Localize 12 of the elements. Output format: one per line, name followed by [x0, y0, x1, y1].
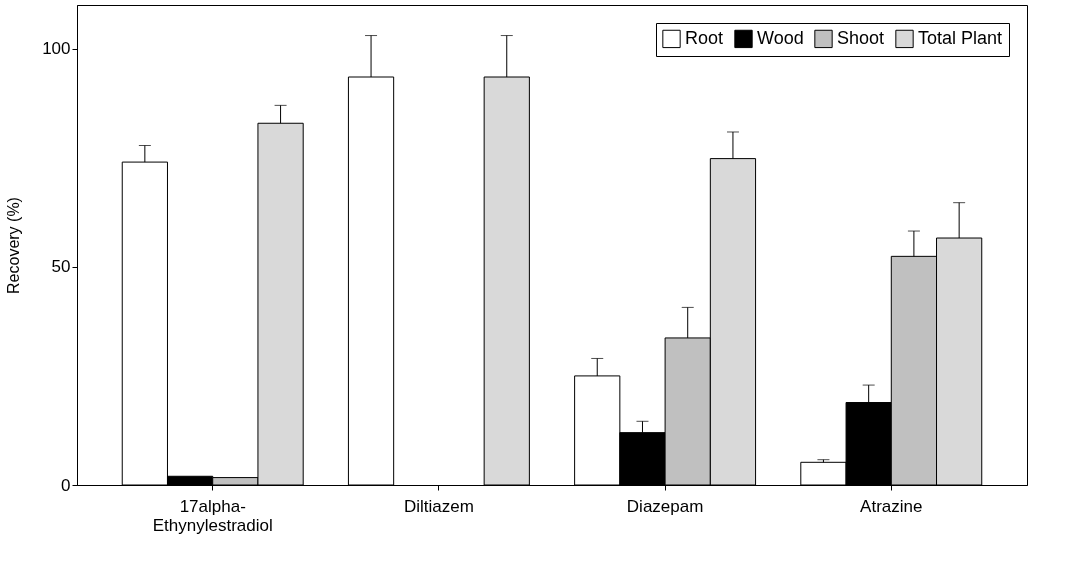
legend-label: Total Plant	[918, 27, 1003, 48]
y-tick-label: 50	[51, 257, 71, 277]
y-axis-title: Recovery (%)	[5, 197, 23, 294]
x-tick-label: Diltiazem	[403, 496, 474, 516]
legend-label: Root	[685, 27, 724, 48]
x-tick-label: 17alpha-Ethynylestradiol	[152, 496, 273, 535]
x-tick-label: Atrazine	[860, 496, 923, 516]
legend-label: Shoot	[837, 27, 885, 48]
x-tick-label: Diazepam	[626, 496, 704, 516]
legend-label: Wood	[757, 27, 804, 48]
y-tick-label: 0	[61, 475, 71, 495]
y-tick-label: 100	[42, 39, 71, 59]
